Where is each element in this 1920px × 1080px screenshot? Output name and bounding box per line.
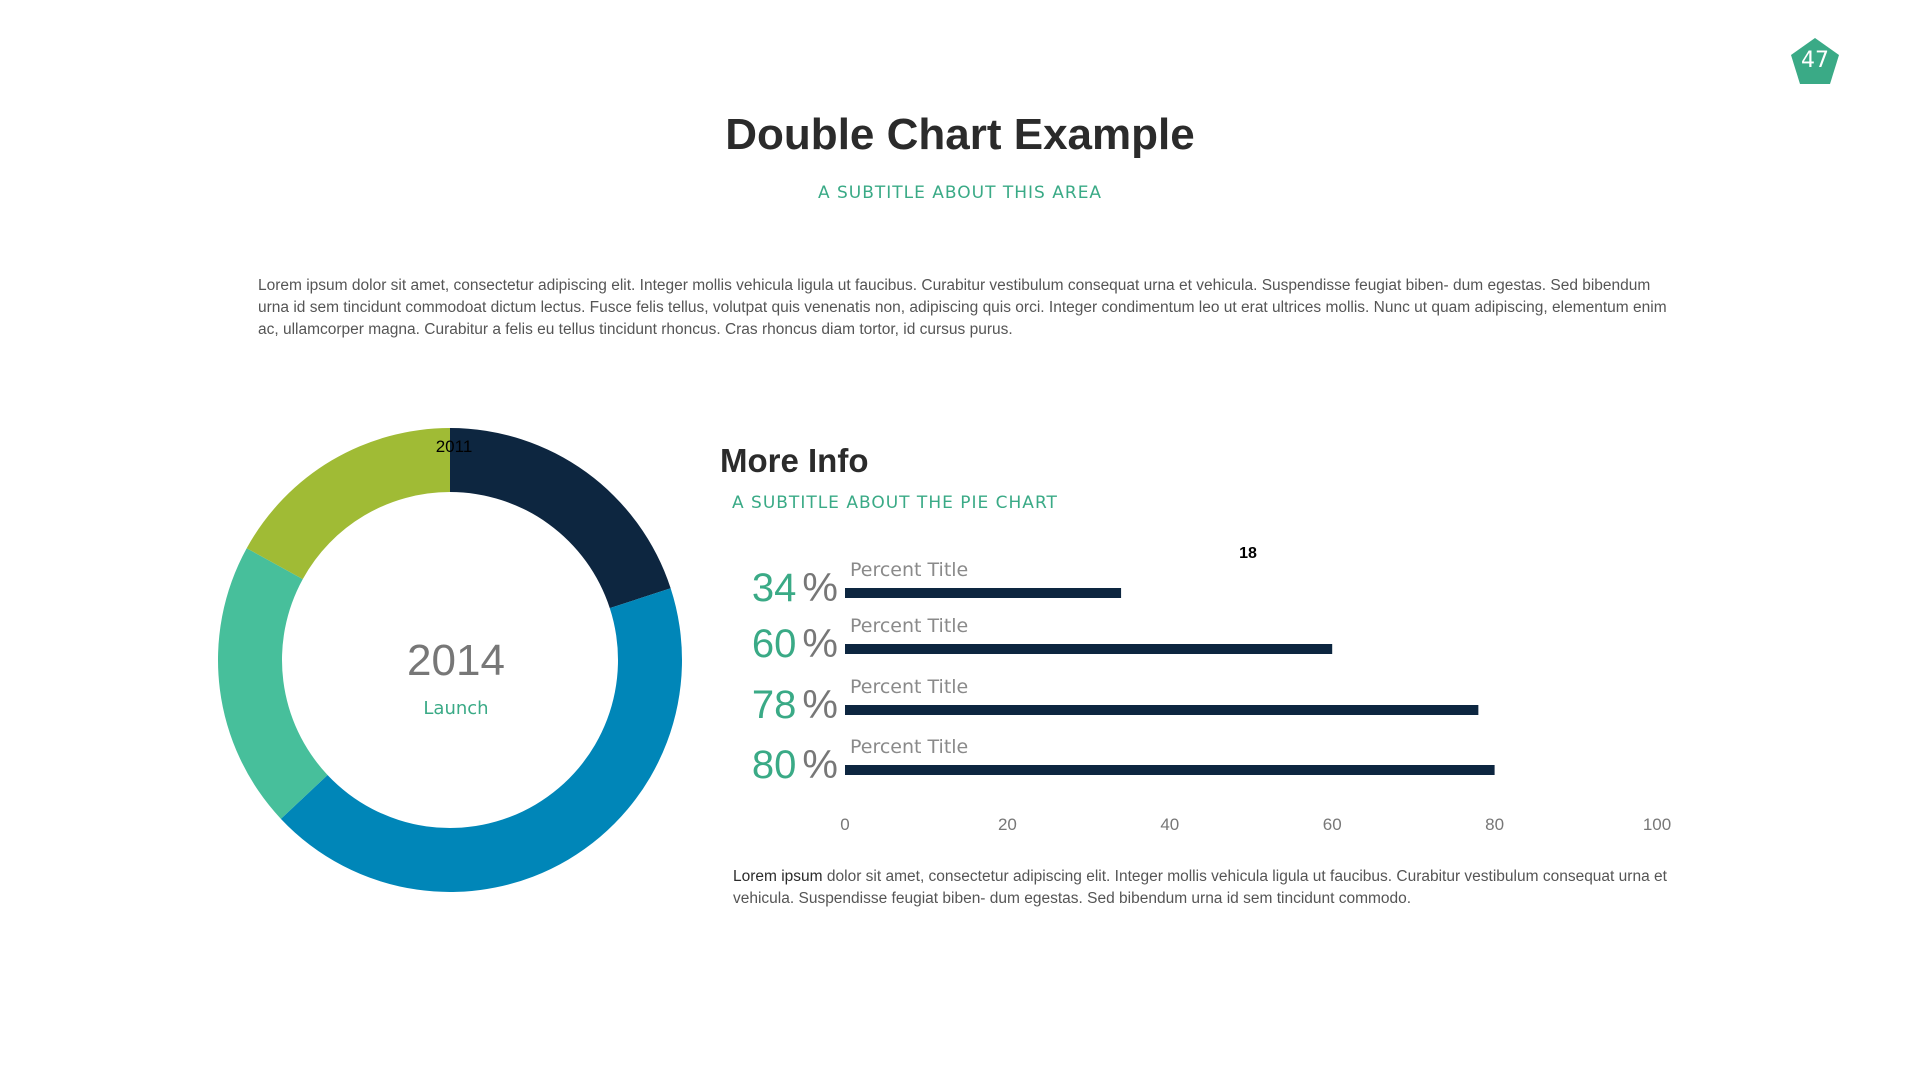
bar [845,765,1495,775]
x-tick-label: 40 [1160,815,1179,834]
donut-slice-label: 2011 [436,437,473,456]
bar [845,705,1479,715]
x-tick-label: 0 [840,815,849,834]
x-tick-label: 60 [1323,815,1342,834]
bar [845,644,1333,654]
bar-value-label: 80% [752,743,838,787]
bottom-paragraph-lead: Lorem ipsum [733,868,823,885]
bar-chart: 34% Percent Title 60% Percent Title 78% Perce… [752,545,1671,834]
page-number-badge: 47 [1789,36,1841,88]
donut-chart: 2011 2014 Launch [217,428,682,892]
intro-paragraph: Lorem ipsum dolor sit amet, consectetur … [258,277,1667,338]
page-number: 47 [1801,48,1829,73]
donut-center-sublabel: Launch [423,698,488,719]
bar-category-label: Percent Title [850,615,968,637]
bar-value-label: 60% [752,622,838,666]
more-info-subtitle: A SUBTITLE ABOUT THE PIE CHART [732,493,1058,513]
bar-value-label: 78% [752,683,838,727]
more-info-title: More Info [720,442,869,479]
bar-category-label: Percent Title [850,559,968,581]
bar-category-label: Percent Title [850,736,968,758]
bar-value-label: 34% [752,566,838,610]
donut-slice [450,428,671,609]
donut-slice [246,428,450,580]
bar-annotation: 18 [1239,545,1257,562]
x-tick-label: 100 [1643,815,1671,834]
donut-slice [217,548,328,819]
donut-slice [280,588,682,892]
x-tick-label: 80 [1485,815,1504,834]
bottom-paragraph: Lorem ipsum dolor sit amet, consectetur … [733,866,1693,910]
bottom-paragraph-body: dolor sit amet, consectetur adipiscing e… [733,868,1667,907]
bar-category-label: Percent Title [850,676,968,698]
pentagon-icon [1791,38,1839,84]
page-title: Double Chart Example [725,110,1195,159]
page-subtitle: A SUBTITLE ABOUT THIS AREA [817,183,1103,203]
donut-center-label: 2014 [407,636,505,685]
bar [845,588,1122,598]
x-tick-label: 20 [998,815,1017,834]
